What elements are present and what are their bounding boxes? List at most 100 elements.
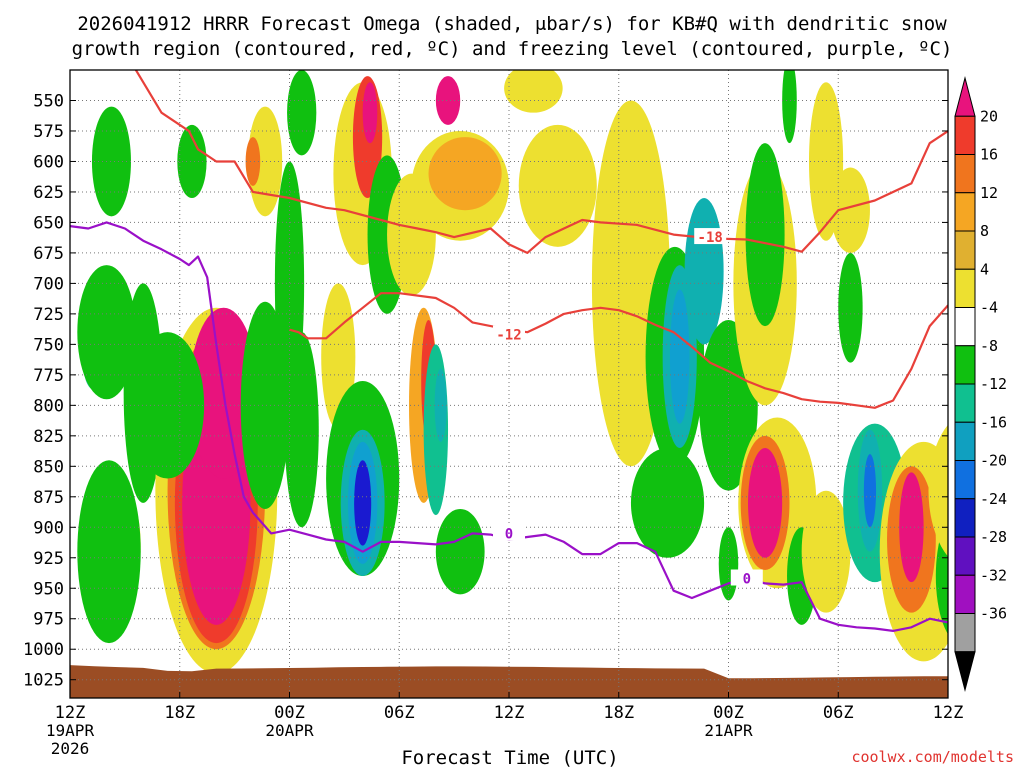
- terrain-ground: [70, 665, 948, 698]
- omega-cell: [435, 76, 461, 125]
- colorbar-swatch: [954, 460, 976, 500]
- y-tick-label: 650: [33, 213, 64, 233]
- colorbar-label: -36: [980, 605, 1007, 623]
- omega-cell: [245, 137, 261, 186]
- x-axis-label: Forecast Time (UTC): [401, 747, 618, 768]
- terrain-fill: [70, 665, 948, 698]
- omega-cell: [838, 252, 863, 363]
- omega-cell: [91, 106, 131, 217]
- omega-cell: [77, 265, 136, 400]
- y-tick-label: 625: [33, 183, 64, 203]
- colorbar-swatch: [954, 307, 976, 347]
- x-tick-label: 12Z: [55, 703, 86, 723]
- x-tick-label: 18Z: [603, 703, 634, 723]
- omega-cell: [899, 472, 924, 583]
- y-tick-label: 550: [33, 91, 64, 111]
- colorbar-bottom-arrow: [954, 651, 976, 692]
- y-tick-label: 1000: [23, 640, 64, 660]
- colorbar-swatch: [954, 613, 976, 653]
- colorbar-label: -4: [980, 299, 998, 317]
- y-tick-label: 600: [33, 152, 64, 172]
- x-tick-date: 21APR: [704, 721, 753, 740]
- x-tick-label: 18Z: [164, 703, 195, 723]
- y-tick-label: 825: [33, 427, 64, 447]
- colorbar-swatch: [954, 498, 976, 538]
- omega-cell: [518, 124, 597, 247]
- x-tick-label: 00Z: [274, 703, 305, 723]
- colorbar-label: -32: [980, 566, 1007, 584]
- y-tick-label: 850: [33, 457, 64, 477]
- omega-cell: [928, 424, 948, 557]
- y-tick-label: 1025: [23, 671, 64, 691]
- y-tick-label: 725: [33, 305, 64, 325]
- minus18-contour: [134, 70, 948, 254]
- omega-cell: [77, 460, 141, 644]
- chart-title-line2: growth region (contoured, red, ºC) and f…: [72, 38, 953, 60]
- x-tick-label: 06Z: [384, 703, 415, 723]
- omega-cell: [782, 70, 797, 144]
- contour-label-minus12-bg: [493, 325, 525, 342]
- x-tick-date: 19APR: [46, 721, 95, 740]
- omega-cell: [362, 82, 378, 144]
- colorbar-label: -8: [980, 337, 998, 355]
- colorbar-label: -16: [980, 413, 1007, 431]
- colorbar-swatch: [954, 115, 976, 155]
- minus12-contour: [289, 292, 948, 409]
- contour-label-minus12: -12: [496, 328, 521, 344]
- x-tick-label: 06Z: [823, 703, 854, 723]
- omega-cell: [863, 454, 877, 528]
- x-tick-label: 00Z: [713, 703, 744, 723]
- freezing-level-contour: [70, 221, 948, 632]
- y-tick-label: 700: [33, 274, 64, 294]
- omega-shading: [77, 70, 948, 674]
- y-tick-label: 900: [33, 518, 64, 538]
- omega-cell: [240, 301, 290, 509]
- y-tick-label: 800: [33, 396, 64, 416]
- contour-label-zero: 0: [505, 526, 513, 542]
- omega-cell: [284, 332, 319, 528]
- colorbar-swatch: [954, 192, 976, 232]
- y-tick-label: 950: [33, 579, 64, 599]
- colorbar-top-arrow: [954, 76, 976, 117]
- colorbar-swatch: [954, 268, 976, 308]
- colorbar-swatch: [954, 154, 976, 194]
- colorbar-swatch: [954, 345, 976, 385]
- x-tick-year: 2026: [51, 739, 90, 758]
- x-tick-label: 12Z: [494, 703, 525, 723]
- omega-cell: [287, 70, 317, 156]
- x-tick-label: 12Z: [933, 703, 964, 723]
- omega-cell: [248, 106, 283, 217]
- colorbar-swatch: [954, 574, 976, 614]
- omega-cell: [684, 198, 724, 345]
- colorbar-swatch: [954, 230, 976, 270]
- omega-cell: [504, 70, 563, 113]
- colorbar-label: 20: [980, 107, 998, 125]
- omega-cell: [669, 289, 690, 424]
- omega-cell: [745, 143, 785, 327]
- y-tick-label: 925: [33, 549, 64, 569]
- contour-lines: -18 -12 0 0: [70, 70, 948, 632]
- contour-label-zero-2: 0: [743, 571, 751, 587]
- colorbar-label: -28: [980, 528, 1007, 546]
- omega-cell: [435, 508, 485, 595]
- omega-cell: [428, 137, 502, 211]
- colorbar-label: -20: [980, 452, 1007, 470]
- colorbar-label: 16: [980, 146, 998, 164]
- omega-cell: [830, 167, 870, 253]
- contour-label-minus18-bg: [694, 228, 727, 245]
- omega-cell: [354, 460, 372, 546]
- colorbar: 20 16 12 8 4 -4 -8 -12 -16 -20 -24 -28 -32 -36: [954, 76, 1007, 692]
- pressure-axis: 550 575 600 625 650 675 700 725 750 775 800 825 850 8…: [23, 91, 948, 691]
- chart-title-line1: 2026041912 HRRR Forecast Omega (shaded, …: [77, 13, 947, 35]
- colorbar-swatch: [954, 383, 976, 423]
- colorbar-label: 4: [980, 260, 989, 278]
- y-tick-label: 975: [33, 610, 64, 630]
- colorbar-label: -24: [980, 490, 1007, 508]
- colorbar-swatch: [954, 536, 976, 576]
- contour-label-minus18: -18: [698, 230, 723, 246]
- colorbar-label: 12: [980, 184, 998, 202]
- colorbar-swatch: [954, 421, 976, 461]
- watermark: coolwx.com/modelts: [851, 748, 1014, 766]
